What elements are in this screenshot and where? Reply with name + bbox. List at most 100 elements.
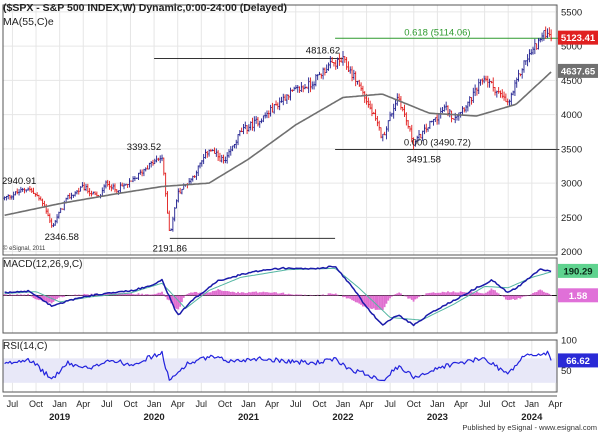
macd-histogram-bar [134, 294, 136, 295]
macd-histogram-bar [411, 296, 413, 300]
macd-histogram-bar [235, 293, 237, 296]
macd-histogram-bar [299, 295, 301, 296]
macd-histogram-bar [27, 294, 29, 296]
macd-histogram-bar [329, 293, 331, 295]
macd-histogram-bar [433, 292, 435, 295]
macd-histogram-bar [449, 292, 451, 295]
macd-histogram-bar [425, 293, 427, 295]
x-tick-label: Jul [101, 399, 113, 409]
macd-histogram-bar [58, 296, 60, 298]
macd-histogram-bar [219, 290, 221, 296]
macd-histogram-bar [282, 293, 284, 296]
macd-histogram-bar [427, 293, 429, 295]
macd-histogram-bar [534, 292, 536, 295]
macd-histogram-bar [357, 296, 359, 303]
macd-histogram-bar [244, 293, 246, 295]
x-tick-label: Jul [384, 399, 396, 409]
macd-histogram-bar [279, 293, 281, 295]
macd-histogram-bar [33, 296, 35, 299]
macd-histogram-bar [284, 294, 286, 295]
macd-histogram-bar [13, 295, 15, 296]
x-tick-label: Apr [76, 399, 90, 409]
macd-histogram-bar [445, 292, 447, 295]
x-year-label: 2020 [144, 412, 165, 423]
macd-histogram-bar [261, 292, 263, 295]
macd-histogram-bar [304, 295, 306, 296]
macd-histogram-bar [510, 296, 512, 300]
macd-histogram-bar [224, 291, 226, 296]
macd-histogram-bar [452, 291, 454, 295]
x-tick-label: Oct [29, 399, 44, 409]
x-tick-label: Jul [290, 399, 302, 409]
x-tick-label: Oct [123, 399, 138, 409]
macd-histogram-bar [434, 293, 436, 295]
macd-histogram-bar [393, 295, 395, 296]
macd-histogram-bar [442, 292, 444, 296]
macd-histogram-bar [348, 296, 350, 299]
macd-histogram-bar [492, 290, 494, 296]
macd-histogram-bar [451, 292, 453, 295]
x-tick-label: Jul [196, 399, 208, 409]
macd-histogram-bar [489, 290, 491, 295]
price-annotation: 2191.86 [153, 243, 187, 254]
macd-histogram-bar [81, 295, 83, 296]
macd-histogram-bar [212, 291, 214, 296]
macd-histogram-bar [87, 294, 89, 295]
x-tick-label: Jan [525, 399, 540, 409]
macd-title: MACD(12,26,9,C) [3, 259, 82, 270]
macd-histogram-bar [150, 295, 152, 296]
x-year-label: 2019 [49, 412, 70, 423]
macd-histogram-bar [56, 296, 58, 299]
x-year-label: 2024 [521, 412, 543, 423]
macd-histogram-bar [485, 293, 487, 296]
x-tick-label: Oct [501, 399, 516, 409]
macd-histogram-bar [31, 296, 33, 297]
price-tick-label: 3500 [561, 144, 582, 155]
macd-histogram-bar [290, 294, 292, 295]
macd-histogram-bar [440, 293, 442, 296]
macd-histogram-bar [478, 293, 480, 296]
macd-histogram-bar [210, 292, 212, 295]
macd-histogram-bar [85, 294, 87, 295]
macd-histogram-bar [80, 295, 82, 296]
macd-histogram-bar [414, 296, 416, 300]
macd-histogram-bar [481, 293, 483, 295]
macd-histogram-bar [246, 293, 248, 296]
macd-histogram-bar [183, 296, 185, 298]
price-annotation: 4818.62 [306, 46, 340, 57]
rsi-tick-label: 100 [561, 336, 577, 347]
macd-histogram-bar [498, 293, 500, 295]
macd-histogram-bar [83, 294, 85, 296]
macd-histogram-bar [458, 292, 460, 295]
macd-histogram-bar [400, 293, 402, 295]
macd-histogram-bar [141, 294, 143, 296]
macd-histogram-bar [474, 293, 476, 296]
macd-histogram-bar [163, 294, 165, 295]
macd-histogram-bar [509, 296, 511, 300]
macd-histogram-bar [190, 292, 192, 295]
macd-histogram-bar [351, 296, 353, 301]
macd-histogram-bar [273, 292, 275, 295]
x-year-label: 2023 [427, 412, 448, 423]
macd-histogram-bar [185, 295, 187, 296]
x-tick-label: Jan [241, 399, 256, 409]
macd-histogram-bar [138, 293, 140, 295]
macd-histogram-bar [503, 296, 505, 298]
macd-histogram-bar [156, 294, 158, 296]
macd-histogram-bar [483, 294, 485, 296]
macd-histogram-bar [237, 292, 239, 296]
macd-histogram-bar [139, 295, 141, 296]
x-tick-label: Apr [171, 399, 185, 409]
macd-histogram-bar [518, 296, 520, 298]
rsi-tick-label: 50 [561, 366, 572, 377]
macd-histogram-bar [192, 293, 194, 296]
macd-histogram-bar [206, 293, 208, 296]
macd-histogram-bar [214, 291, 216, 296]
price-annotation: 3491.58 [407, 154, 441, 165]
macd-histogram-bar [257, 293, 259, 296]
macd-histogram-bar [491, 288, 493, 295]
macd-histogram-bar [250, 292, 252, 295]
price-tick-label: 2000 [561, 247, 582, 258]
macd-histogram-bar [275, 292, 277, 295]
